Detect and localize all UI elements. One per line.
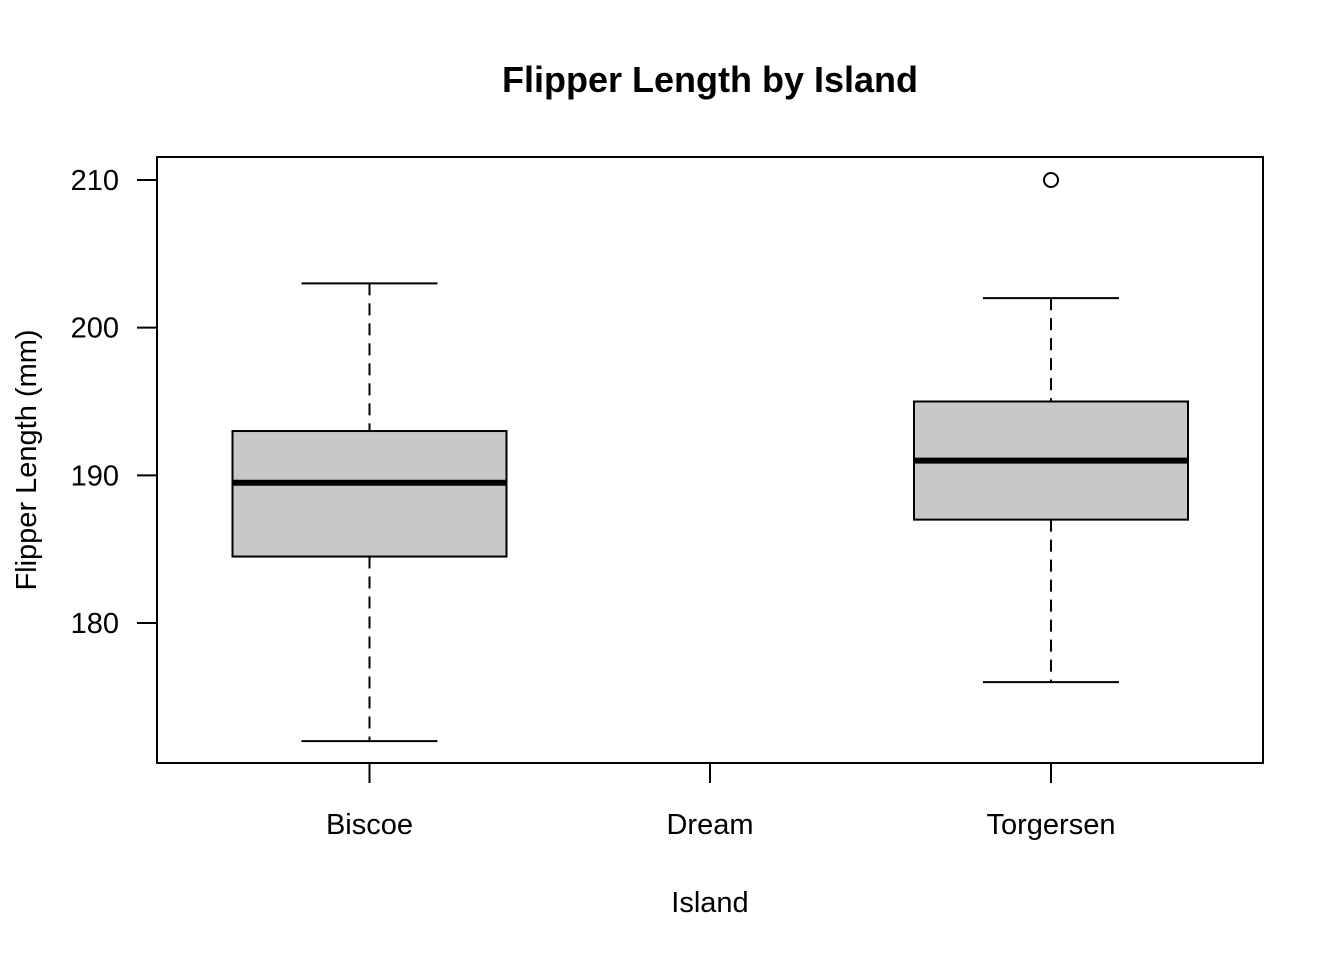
box-biscoe <box>231 282 508 743</box>
x-axis: Biscoe Dream Torgersen <box>326 763 1116 841</box>
x-tick-label: Torgersen <box>987 809 1116 841</box>
outlier-point <box>1043 172 1059 188</box>
y-tick-label: 180 <box>71 608 119 640</box>
y-tick-label: 200 <box>71 313 119 345</box>
y-axis: 180 190 200 210 <box>71 165 157 640</box>
box-torgersen <box>913 172 1189 684</box>
x-tick-label: Biscoe <box>326 809 413 841</box>
chart-title: Flipper Length by Island <box>502 59 918 100</box>
y-tick-label: 210 <box>71 165 119 197</box>
boxes-layer <box>231 172 1189 743</box>
y-axis-title: Flipper Length (mm) <box>11 329 43 590</box>
x-tick-label: Dream <box>666 809 753 841</box>
y-tick-label: 190 <box>71 460 119 492</box>
x-axis-title: Island <box>671 887 748 919</box>
box-iqr <box>231 430 508 558</box>
